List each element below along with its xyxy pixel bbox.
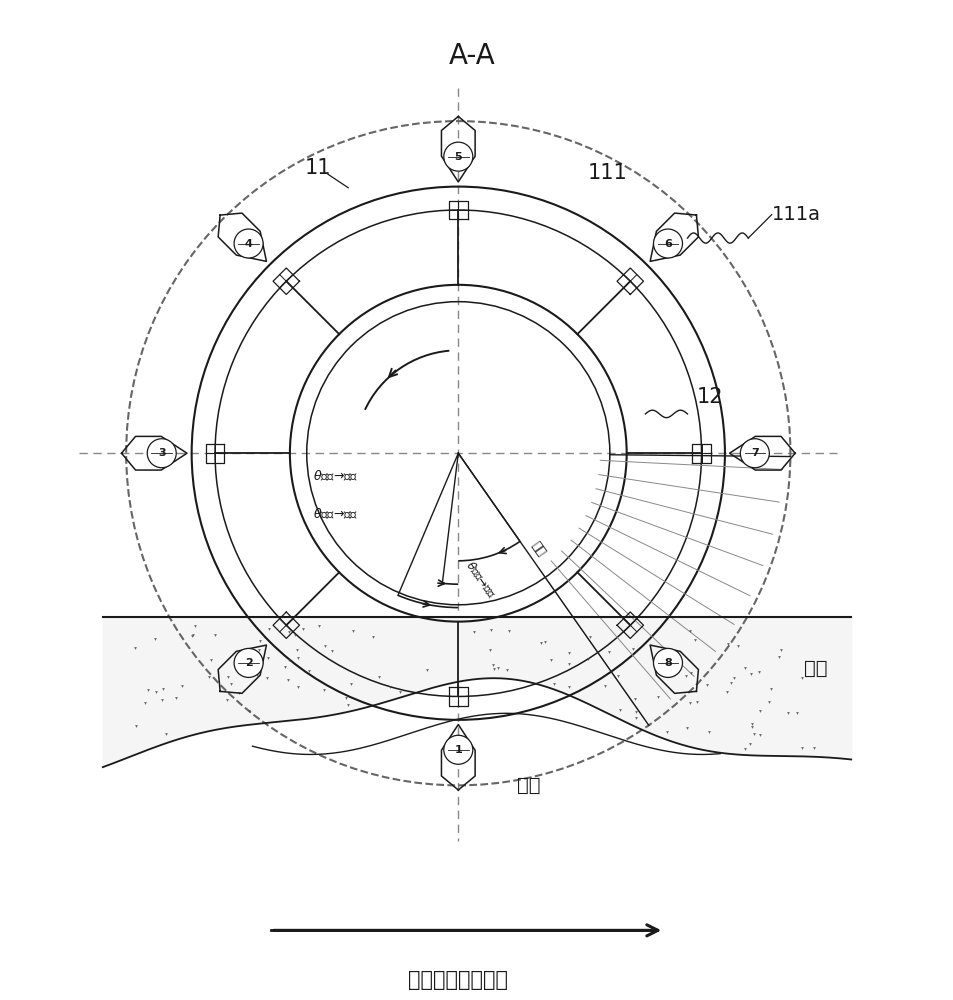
Text: A-A: A-A bbox=[449, 42, 496, 70]
Circle shape bbox=[740, 439, 768, 468]
Circle shape bbox=[443, 735, 473, 764]
Circle shape bbox=[233, 229, 263, 258]
Text: 下限: 下限 bbox=[517, 776, 539, 795]
Text: 1: 1 bbox=[454, 745, 461, 755]
Circle shape bbox=[443, 142, 473, 171]
Text: $\theta$竖直→下限: $\theta$竖直→下限 bbox=[313, 507, 358, 521]
Text: 111a: 111a bbox=[771, 205, 820, 224]
Circle shape bbox=[653, 648, 681, 677]
Text: $\theta$竖直→上限: $\theta$竖直→上限 bbox=[462, 558, 497, 601]
Text: 11: 11 bbox=[304, 158, 331, 178]
Text: 12: 12 bbox=[696, 387, 722, 407]
Text: 7: 7 bbox=[750, 448, 758, 458]
Circle shape bbox=[233, 648, 263, 677]
Text: 上限: 上限 bbox=[803, 659, 827, 678]
Text: 6: 6 bbox=[663, 239, 671, 249]
Circle shape bbox=[653, 229, 681, 258]
Text: 5: 5 bbox=[454, 152, 461, 162]
Text: 8: 8 bbox=[663, 658, 671, 668]
Text: 4: 4 bbox=[244, 239, 253, 249]
Text: 2: 2 bbox=[245, 658, 253, 668]
Circle shape bbox=[147, 439, 176, 468]
Text: 111: 111 bbox=[587, 163, 627, 183]
Text: 上限: 上限 bbox=[528, 539, 547, 559]
Text: 3: 3 bbox=[158, 448, 166, 458]
Text: $\theta$竖直→脱离: $\theta$竖直→脱离 bbox=[313, 469, 358, 484]
Text: 烧结台车运行方向: 烧结台车运行方向 bbox=[408, 970, 508, 990]
